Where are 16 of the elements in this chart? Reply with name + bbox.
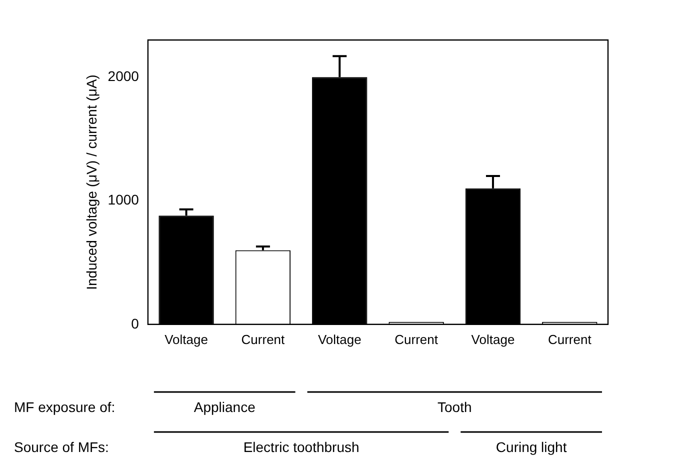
x-tick-label: Current [394, 332, 438, 347]
text: Curing light [496, 438, 567, 455]
text: Appliance [194, 398, 256, 415]
x-tick-label: Voltage [471, 332, 515, 347]
x-tick-label: Current [241, 332, 286, 347]
y-tick-label: 0 [131, 315, 140, 332]
x-tick-label: Current [548, 332, 592, 347]
y-tick-label: 2000 [108, 68, 140, 84]
y-tick-label: 1000 [108, 192, 140, 208]
text: MF exposure of: [14, 398, 116, 415]
source-note: Source of MFs: [14, 438, 109, 455]
text: Tooth [438, 398, 472, 415]
x-tick-label: Voltage [164, 332, 208, 347]
y-axis-title: Induced voltage (μV) / current (μA) [83, 74, 100, 290]
text: Electric toothbrush [243, 438, 360, 455]
x-tick-label: Voltage [318, 332, 362, 347]
